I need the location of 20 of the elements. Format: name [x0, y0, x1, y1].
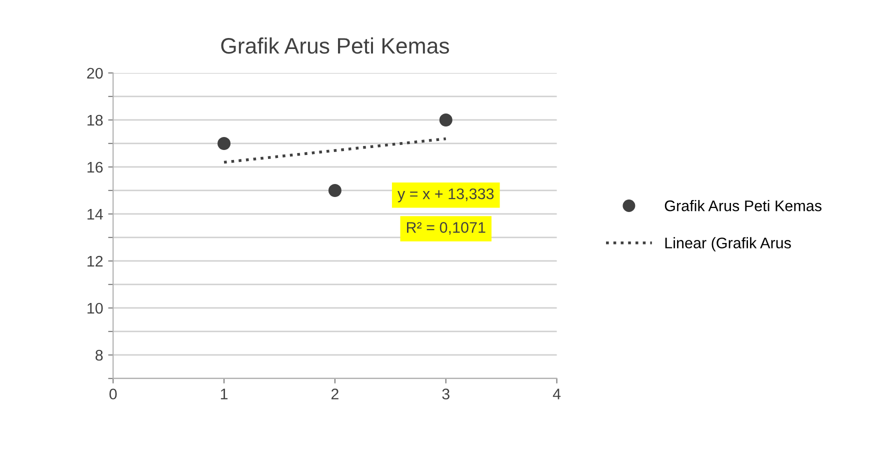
- annotation: R² = 0,1071: [407, 222, 486, 235]
- x-tick-label: 0: [109, 388, 117, 400]
- legend-label: Linear (Grafik Arus: [665, 237, 791, 252]
- point: [328, 184, 342, 197]
- y-tick-label: 12: [88, 256, 103, 267]
- y-tick-label: 14: [88, 208, 103, 220]
- x-tick-label: 3: [442, 388, 450, 400]
- y-tick-label: 8: [96, 350, 103, 361]
- y-tick-label: 16: [88, 162, 103, 173]
- y-tick-label: 18: [88, 114, 103, 126]
- y-tick-label: 10: [88, 302, 103, 314]
- chart-title: Grafik Arus Peti Kemas: [221, 37, 450, 54]
- x-tick-label: 4: [552, 388, 561, 400]
- legend-label: Grafik Arus Peti Kemas: [664, 200, 822, 212]
- x-tick-label: 1: [220, 388, 228, 400]
- x-tick-label: 2: [331, 388, 338, 400]
- y-tick-label: 20: [87, 68, 103, 79]
- point: [439, 113, 452, 126]
- point: [218, 136, 231, 150]
- annotation: y = x + 13,333: [398, 188, 494, 202]
